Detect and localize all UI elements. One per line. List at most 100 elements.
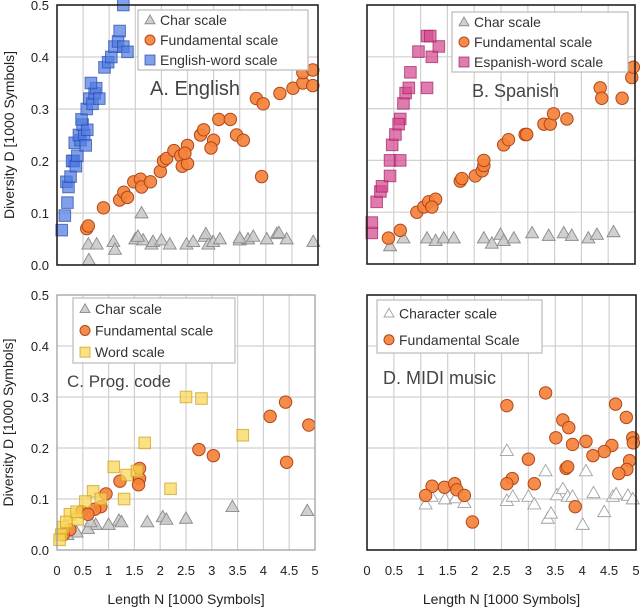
data-point-circle [455,171,469,186]
data-point-triangle-open [437,491,453,505]
x-tick-label: 5 [632,563,639,578]
data-point-square [58,209,72,222]
x-tick-label: 3 [525,563,532,578]
data-point-circle [393,223,407,238]
data-point-circle [562,420,576,435]
data-point-circle [560,112,574,126]
y-tick-label: 0.3 [31,102,49,117]
data-point-triangle [496,233,511,247]
data-point-circle [619,410,634,425]
data-point-triangle [564,228,580,241]
data-point-square [393,154,407,167]
x-tick-label: 4.5 [600,563,618,578]
x-tick-label: 4.5 [280,563,298,578]
data-point-circle [263,409,277,424]
data-point-square [53,533,66,547]
data-point-triangle [306,234,321,247]
data-point-square [79,139,93,152]
y-tick-label: 0.5 [31,0,49,13]
legend-label: Fundamental scale [474,34,593,50]
x-tick-label: 1.5 [439,563,457,578]
data-point-square [370,195,383,209]
data-point-circle [595,91,609,105]
legend-label: Char scale [160,12,227,28]
data-point-circle [521,452,536,466]
data-point-triangle-open [499,443,515,456]
y-tick-label: 0.1 [31,492,49,507]
data-point-circle [477,153,491,168]
legend-marker-triangle [79,302,91,314]
data-point-square [55,223,68,237]
data-point-triangle [134,205,149,219]
data-point-triangle [484,235,500,249]
y-tick-label: 0.0 [31,258,49,273]
x-axis-label: Length N [1000 Symbols] [107,591,264,607]
data-point-triangle [589,227,605,240]
y-tick-label: 0.2 [31,441,49,456]
data-point-circle [538,386,553,400]
y-tick-label: 0.4 [31,50,49,65]
data-point-square [236,428,250,442]
legend-marker-square [144,54,156,66]
data-point-square [92,92,106,105]
x-tick-label: 0.5 [74,563,92,578]
x-tick-label: 0 [53,563,60,578]
data-point-circle [457,488,472,503]
data-point-triangle [524,225,540,239]
data-point-triangle [101,517,116,530]
data-point-square [117,492,131,506]
data-point-square [385,138,399,152]
data-point-circle [279,455,294,469]
data-point-circle [425,200,439,214]
data-point-circle [131,478,146,492]
data-point-triangle [606,224,621,238]
data-point-triangle [382,238,398,252]
data-point-circle [120,190,135,205]
data-point-square [70,505,83,519]
data-point-circle [568,499,582,514]
data-point-circle [586,448,600,463]
data-point-square [61,196,74,209]
data-point-circle [500,477,514,491]
data-point-circle [626,60,640,74]
x-tick-label: 0 [363,563,370,578]
plot-frame [56,4,319,266]
data-point-triangle [212,231,228,245]
data-point-triangle-open [596,504,612,518]
panel-title: D. MIDI music [383,368,496,388]
data-point-triangle-open [505,489,521,502]
data-point-triangle [436,230,451,244]
legend-marker-circle [458,36,470,48]
data-point-triangle [140,514,155,528]
legend-box [376,299,543,354]
data-point-circle [549,431,563,445]
x-axis-label: Length N [1000 Symbols] [423,591,580,607]
data-point-circle [192,442,206,457]
data-point-square [383,169,397,183]
legend-marker-circle [144,34,156,46]
data-point-circle [254,169,269,184]
legend: Char scale Fundamental scale Espanish-word… [451,11,629,73]
data-point-triangle-open [543,505,559,519]
data-point-triangle [80,521,96,534]
data-point-triangle-open [521,489,536,502]
data-point-square [79,495,92,508]
x-tick-label: 1.5 [125,563,143,578]
data-point-square [420,81,434,95]
plot-frame [366,4,636,265]
data-point-triangle [159,511,174,525]
data-point-triangle [271,225,287,239]
data-point-triangle [225,499,240,512]
data-point-circle [236,133,251,147]
data-point-triangle [154,232,169,246]
data-point-circle [81,219,96,233]
y-axis-label: Diversity D [1000 Symbols] [0,338,16,506]
data-point-square [195,392,208,405]
y-tick-label: 0.0 [31,543,49,558]
data-point-circle [223,112,238,127]
data-point-circle [597,444,611,459]
legend: Char scale Fundamental scale Word scale [72,297,236,364]
data-point-square [392,117,405,131]
